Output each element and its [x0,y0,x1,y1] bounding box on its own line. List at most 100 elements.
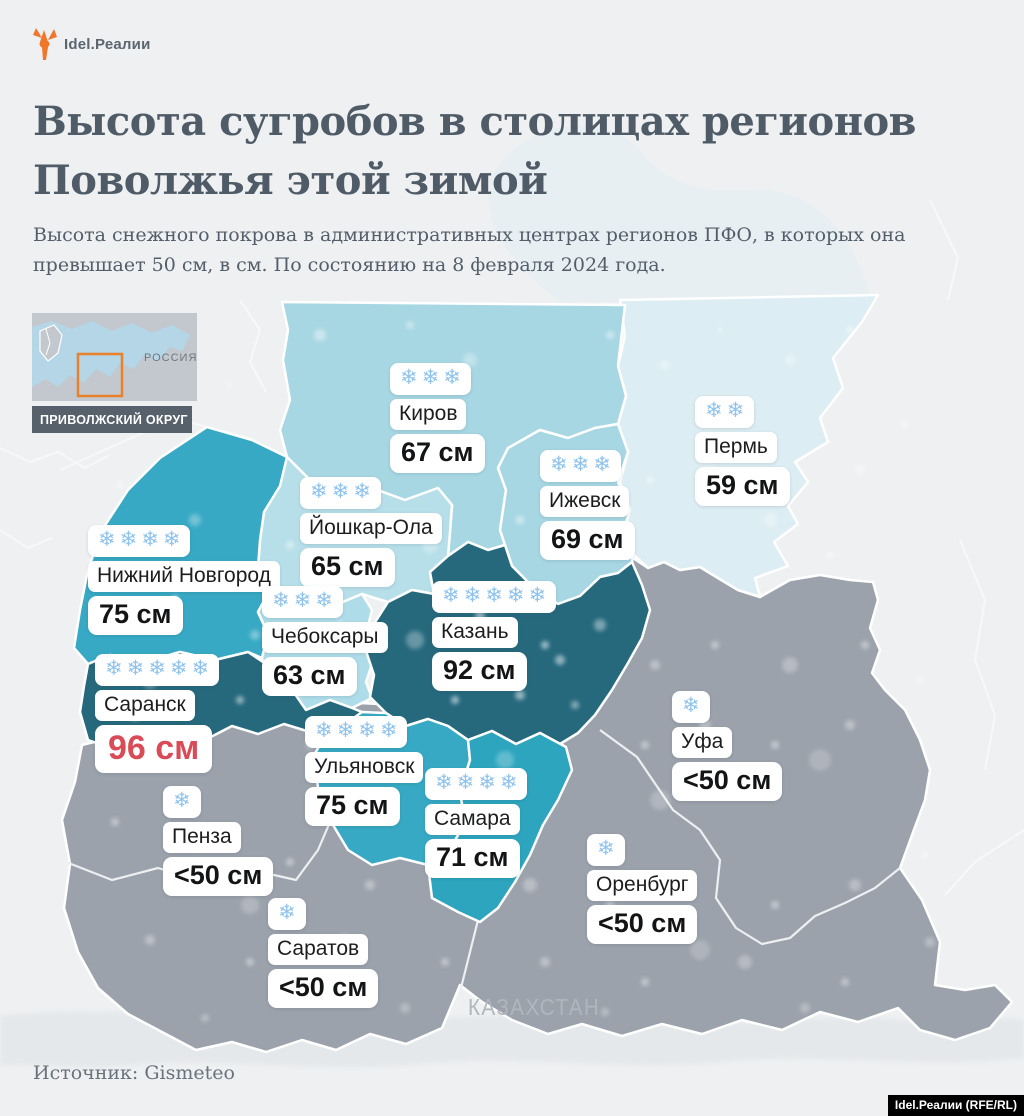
russia-inset-map: РОССИЯ [32,313,197,401]
city-value-badge: 69 см [540,521,635,560]
city-value-badge: 75 см [88,596,183,635]
snowflakes-badge: ❄ ❄ ❄ ❄ ❄ [95,654,220,686]
snowflakes-badge: ❄ ❄ ❄ ❄ [305,716,408,748]
snowflake-icon: ❄ [331,479,350,503]
city-annotation-ulyanovsk: ❄ ❄ ❄ ❄ Ульяновск 75 см [305,716,424,826]
snowflakes-badge: ❄ [268,898,306,930]
city-annotation-kirov: ❄ ❄ ❄ Киров 67 см [390,363,485,473]
snowflake-icon: ❄ [379,718,398,742]
page-title: Высота сугробов в столицах регионов Пово… [33,92,993,210]
snowflake-icon: ❄ [358,718,376,742]
city-value-badge: 59 см [695,467,790,506]
attribution-badge: Idel.Реалии (RFE/RL) [887,1095,1024,1116]
snowflake-icon: ❄ [550,452,568,476]
snowflake-icon: ❄ [571,452,590,476]
city-value-badge: 96 см [95,725,213,773]
snowflakes-badge: ❄ [672,691,710,723]
snowflake-icon: ❄ [315,588,333,612]
city-annotation-yoshkar-ola: ❄ ❄ ❄ Йошкар-Ола 65 см [300,477,442,587]
city-annotation-samara: ❄ ❄ ❄ ❄ Самара 71 см [425,768,528,878]
snowflake-icon: ❄ [528,583,547,607]
city-name-badge: Оренбург [587,870,698,901]
logo-text: Idel.Реалии [64,35,151,53]
city-annotation-cheboksary: ❄ ❄ ❄ Чебоксары 63 см [262,586,388,696]
title-line-1: Высота сугробов в столицах регионов [33,98,916,145]
snowflake-icon: ❄ [148,656,166,680]
snowflake-icon: ❄ [485,583,503,607]
snowflake-icon: ❄ [272,588,290,612]
city-value-badge: 65 см [300,548,395,587]
snowflake-icon: ❄ [682,693,700,717]
city-name-badge: Пенза [163,822,241,853]
snowflake-icon: ❄ [456,770,475,794]
source-credit: Источник: Gismeteo [33,1062,235,1084]
kazakhstan-label: КАЗАХСТАН [468,994,601,1020]
city-name-badge: Ижевск [540,486,630,517]
snowflake-icon: ❄ [478,770,496,794]
city-annotation-perm: ❄ ❄ Пермь 59 см [695,396,790,506]
city-annotation-saratov: ❄ Саратов <50 см [268,898,379,1008]
city-name-badge: Ульяновск [305,752,424,783]
snowflake-icon: ❄ [435,770,453,794]
snowflake-icon: ❄ [191,656,210,680]
snowflakes-badge: ❄ ❄ ❄ [540,450,621,482]
snowflake-icon: ❄ [353,479,371,503]
snowflake-icon: ❄ [141,527,159,551]
city-value-badge: 75 см [305,787,400,826]
region-perm-faint-north [488,126,870,302]
snowflake-icon: ❄ [293,588,312,612]
city-value-badge: 92 см [432,652,527,691]
snowflake-icon: ❄ [278,900,296,924]
snowflake-icon: ❄ [506,583,525,607]
snowflake-icon: ❄ [315,718,333,742]
russia-label: РОССИЯ [144,352,197,364]
snowflake-icon: ❄ [499,770,518,794]
torch-icon [33,28,57,60]
snowflake-icon: ❄ [421,365,440,389]
city-name-badge: Самара [425,804,520,835]
city-name-badge: Саранск [95,690,195,721]
snowflake-icon: ❄ [119,527,138,551]
city-value-badge: <50 см [268,969,379,1008]
snowflakes-badge: ❄ ❄ ❄ [262,586,343,618]
city-value-badge: <50 см [672,762,783,801]
city-value-badge: <50 см [587,905,698,944]
city-name-badge: Нижний Новгород [88,561,280,592]
city-name-badge: Саратов [268,934,369,965]
city-value-badge: 71 см [425,839,520,878]
subtitle: Высота снежного покрова в административн… [33,224,906,276]
snowflake-icon: ❄ [593,452,611,476]
snowflake-icon: ❄ [169,656,188,680]
snowflake-icon: ❄ [105,656,123,680]
logo: Idel.Реалии [31,27,151,61]
snowflake-icon: ❄ [162,527,181,551]
region-highlight-box [76,352,124,398]
snowflake-icon: ❄ [400,365,418,389]
city-annotation-izhevsk: ❄ ❄ ❄ Ижевск 69 см [540,450,635,560]
snowflake-icon: ❄ [726,398,745,422]
snowflake-icon: ❄ [442,583,460,607]
city-name-badge: Чебоксары [262,622,388,653]
snowflakes-badge: ❄ ❄ ❄ ❄ [425,768,528,800]
snowflakes-badge: ❄ ❄ ❄ [300,477,381,509]
snowflake-icon: ❄ [705,398,723,422]
snowflakes-badge: ❄ [587,834,625,866]
city-annotation-penza: ❄ Пенза <50 см [163,786,274,896]
snowflake-icon: ❄ [463,583,482,607]
snowflakes-badge: ❄ ❄ ❄ ❄ ❄ [432,581,557,613]
city-name-badge: Пермь [695,432,777,463]
city-annotation-ufa: ❄ Уфа <50 см [672,691,783,801]
snowflake-icon: ❄ [443,365,461,389]
title-line-2: Поволжья этой зимой [33,157,548,204]
city-name-badge: Йошкар-Ола [300,513,442,544]
city-annotation-nizhny-novgorod: ❄ ❄ ❄ ❄ Нижний Новгород 75 см [88,525,280,635]
snowflake-icon: ❄ [597,836,615,860]
city-name-badge: Киров [390,399,467,430]
snowflakes-badge: ❄ ❄ ❄ [390,363,471,395]
inset-locator-map: РОССИЯ ПРИВОЛЖСКИЙ ОКРУГ [32,313,197,433]
city-value-badge: <50 см [163,857,274,896]
district-label-bar: ПРИВОЛЖСКИЙ ОКРУГ [32,406,192,433]
snowflake-icon: ❄ [98,527,116,551]
snowflakes-badge: ❄ [163,786,201,818]
